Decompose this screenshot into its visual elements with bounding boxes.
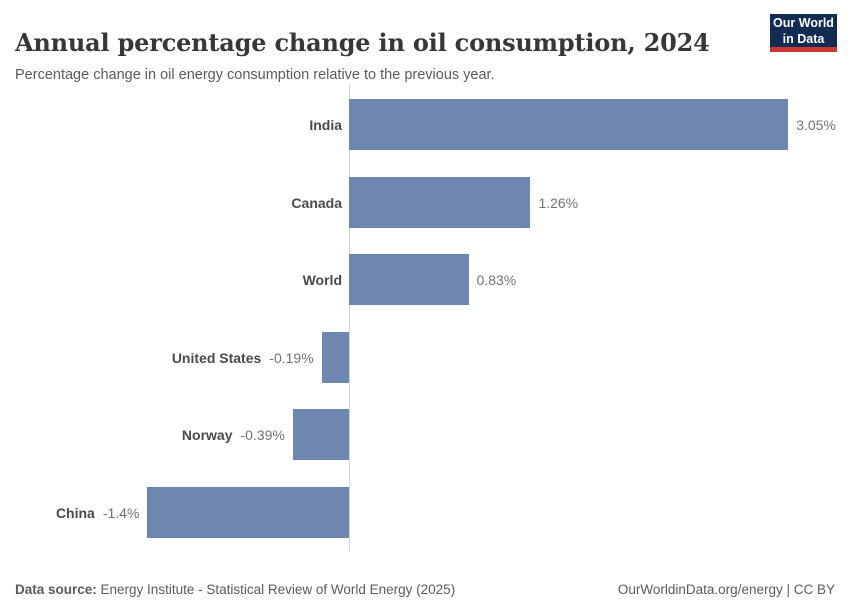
value-label-group: 1.26% <box>538 177 578 228</box>
data-source-label: Data source: <box>15 581 97 597</box>
value-label-group: 0.83% <box>477 254 517 305</box>
category-label: World <box>302 271 342 288</box>
data-source-text: Energy Institute - Statistical Review of… <box>96 581 456 597</box>
owid-logo-line1: Our World <box>773 15 834 30</box>
bar-united-states[interactable] <box>321 332 349 383</box>
bar-norway[interactable] <box>292 409 349 460</box>
category-label: United States <box>171 349 262 366</box>
chart-title: Annual percentage change in oil consumpt… <box>15 28 710 58</box>
category-label: China <box>55 504 95 521</box>
zero-axis-line <box>349 84 350 551</box>
owid-logo-line2: in Data <box>782 31 825 46</box>
bar-india[interactable] <box>349 99 789 150</box>
value-label: 1.26% <box>538 194 579 211</box>
value-label-group: 3.05% <box>796 99 836 150</box>
chart-subtitle: Percentage change in oil energy consumpt… <box>15 66 495 83</box>
category-label: India <box>309 116 342 133</box>
value-label: 0.83% <box>476 271 517 288</box>
category-label: Canada <box>291 194 342 211</box>
bar-world[interactable] <box>349 254 469 305</box>
value-label: -1.4% <box>102 504 140 521</box>
attribution-link[interactable]: OurWorldinData.org/energy | CC BY <box>617 581 835 597</box>
category-value-label-group: United States -0.19% <box>172 332 314 383</box>
bar-canada[interactable] <box>349 177 531 228</box>
category-label-group: World <box>303 254 342 305</box>
category-label-group: India <box>309 99 342 150</box>
category-value-label-group: Norway -0.39% <box>182 409 285 460</box>
value-label: -0.19% <box>269 349 314 366</box>
value-label: 3.05% <box>796 116 836 133</box>
bar-china[interactable] <box>147 487 349 538</box>
category-label-group: Canada <box>291 177 342 228</box>
owid-logo: Our World in Data <box>770 14 837 52</box>
category-label: Norway <box>181 426 233 443</box>
value-label: -0.39% <box>240 426 285 443</box>
category-value-label-group: China -1.4% <box>56 487 139 538</box>
data-source-note: Data source: Energy Institute - Statisti… <box>15 582 455 597</box>
